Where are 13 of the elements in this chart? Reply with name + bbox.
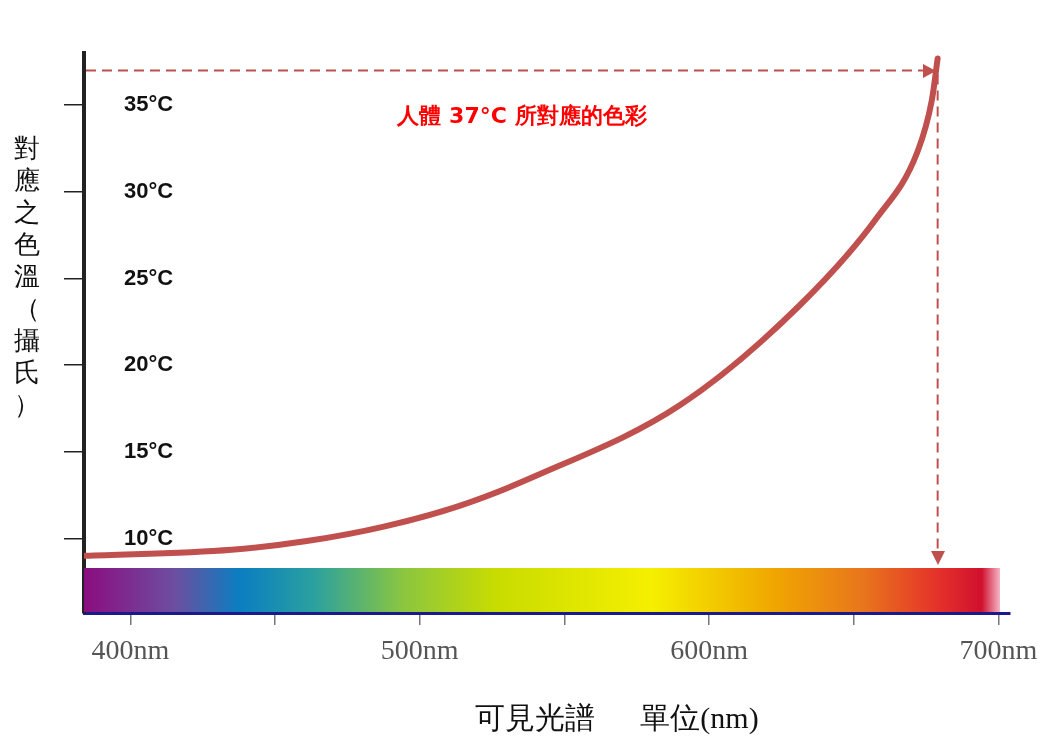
x-tick-label: 600nm [670, 634, 749, 666]
annotation: 人體 37°C 所對應的色彩 [396, 102, 647, 128]
x-tick-label: 700nm [959, 634, 1038, 666]
y-tick-label: 25°C [124, 264, 174, 290]
y-tick-label: 10°C [124, 524, 174, 550]
x-axis-title: 可見光譜 單位(nm) [474, 700, 760, 736]
x-tick-label: 400nm [91, 634, 170, 666]
y-tick-label: 35°C [124, 91, 174, 117]
text: 對應之色溫（攝氏） [14, 133, 40, 419]
y-tick-label: 20°C [124, 351, 174, 377]
y-tick-label: 30°C [124, 177, 174, 203]
x-tick-label: 500nm [380, 634, 459, 666]
y-tick-label: 15°C [124, 437, 174, 463]
